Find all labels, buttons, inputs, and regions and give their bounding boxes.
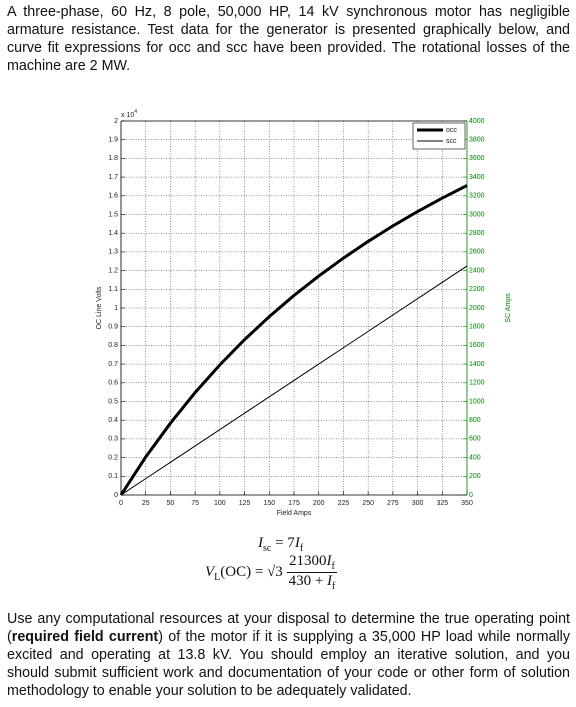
axis-multiplier: x 104 [121, 109, 137, 119]
intro-text: A three-phase, 60 Hz, 8 pole, 50,000 HP,… [7, 4, 570, 74]
y2-tick-label: 200 [469, 473, 481, 480]
x-tick-label: 300 [412, 500, 424, 507]
eq-var: I [327, 573, 333, 589]
y-tick-label: 1.2 [108, 267, 118, 274]
text: Use any computational resources at your … [7, 611, 570, 645]
x-axis-label: Field Amps [277, 510, 312, 517]
y2-tick-label: 2000 [469, 305, 485, 312]
x-tick-label: 275 [387, 500, 399, 507]
y-tick-label: 1.1 [108, 286, 118, 293]
y2-tick-label: 0 [469, 492, 473, 499]
x-tick-label: 200 [313, 500, 325, 507]
chart: 0 25 50 75 100 125 150 175 200 225 250 275 300 325 350… [96, 109, 512, 517]
x-tick-label: 225 [338, 500, 350, 507]
y2-tick-label: 2800 [469, 230, 485, 237]
y-tick-label: 1.9 [108, 137, 118, 144]
x-tick-label: 250 [362, 500, 374, 507]
eq-sub: sc [263, 543, 272, 554]
eq-sub: L [214, 571, 221, 583]
y2-tick-label: 1400 [469, 361, 485, 368]
x-tick-label: 75 [191, 500, 199, 507]
y-tick-label: 0.2 [108, 454, 118, 461]
y-tick-label: 1.6 [108, 193, 118, 200]
y2-tick-label: 2600 [469, 249, 485, 256]
x-tick-label: 0 [119, 500, 123, 507]
x-tick-label: 325 [436, 500, 448, 507]
x-tick-label: 125 [239, 500, 251, 507]
eq-sub: f [332, 581, 336, 592]
y-tick-label: 0.5 [108, 398, 118, 405]
eq-var: I [294, 535, 300, 551]
y2-tick-label: 1600 [469, 342, 485, 349]
denominator: 430 + If [287, 573, 338, 592]
outro-text: Use any computational resources at your … [7, 610, 570, 700]
multiplier-base: x 10 [121, 112, 134, 119]
y2-tick-label: 800 [469, 417, 481, 424]
eq-sub: f [331, 561, 335, 572]
numerator: 21300If [286, 553, 338, 573]
legend-label: occ [446, 127, 457, 134]
y-tick-label: 1.7 [108, 174, 118, 181]
x-tick-label: 150 [263, 500, 275, 507]
y-tick-label: 2 [114, 118, 118, 125]
multiplier-exponent: 4 [134, 109, 137, 115]
y2-axis-label: SC Amps [505, 293, 512, 323]
legend-box [412, 122, 466, 150]
series-line [120, 265, 468, 496]
y2-tick-label: 3000 [469, 211, 485, 218]
y2-tick-label: 2400 [469, 267, 485, 274]
y-tick-label: 0.3 [108, 436, 118, 443]
eq-var: I [326, 553, 332, 569]
x-tick-label: 175 [288, 500, 300, 507]
series-line [119, 184, 468, 496]
eq-rel: = 7 [275, 535, 295, 551]
y-tick-label: 0 [114, 492, 118, 499]
eq-rel: (OC) = √3 [220, 563, 283, 580]
x-tick-label: 100 [214, 500, 226, 507]
eq-var: V [205, 563, 215, 580]
fraction: 21300If 430 + If [286, 553, 338, 592]
y-tick-label: 1 [114, 305, 118, 312]
y-tick-label: 0.4 [108, 417, 118, 424]
y-tick-label: 1.5 [108, 211, 118, 218]
isc-equation: Isc = 7If [258, 535, 303, 554]
legend-label: scc [446, 138, 457, 145]
text: ) of the motor if it is supplying a 35,0… [7, 629, 571, 699]
y2-tick-label: 1800 [469, 324, 485, 331]
y-tick-label: 0.7 [108, 361, 118, 368]
y-tick-label: 1.3 [108, 249, 118, 256]
eq-sub: f [299, 543, 304, 554]
y-tick-label: 0.1 [108, 473, 118, 480]
y-tick-label: 0.9 [108, 324, 118, 331]
y-tick-label: 1.4 [108, 230, 118, 237]
y2-tick-label: 3200 [469, 193, 485, 200]
eq-den: 430 + [288, 573, 328, 589]
y2-tick-label: 1000 [469, 398, 485, 405]
y2-tick-label: 4000 [469, 118, 485, 125]
vl-equation: VL(OC) = √3 21300If 430 + If [205, 553, 338, 592]
y2-tick-label: 3600 [469, 155, 485, 162]
y-tick-label: 0.8 [108, 342, 118, 349]
eq-num: 21300 [289, 553, 327, 569]
y2-tick-label: 400 [469, 454, 481, 461]
y2-tick-label: 1200 [469, 380, 485, 387]
y-axis-label: OC Line Volts [96, 286, 103, 329]
eq-var: I [258, 535, 263, 551]
y2-tick-label: 2200 [469, 286, 485, 293]
x-tick-label: 350 [461, 500, 473, 507]
y2-tick-label: 3800 [469, 137, 485, 144]
y-tick-label: 1.8 [108, 155, 118, 162]
x-tick-label: 25 [142, 500, 150, 507]
x-tick-label: 50 [167, 500, 175, 507]
y-tick-label: 0.6 [108, 380, 118, 387]
y2-tick-label: 3400 [469, 174, 485, 181]
y2-tick-label: 600 [469, 436, 481, 443]
bold-text: required field current [11, 629, 159, 645]
